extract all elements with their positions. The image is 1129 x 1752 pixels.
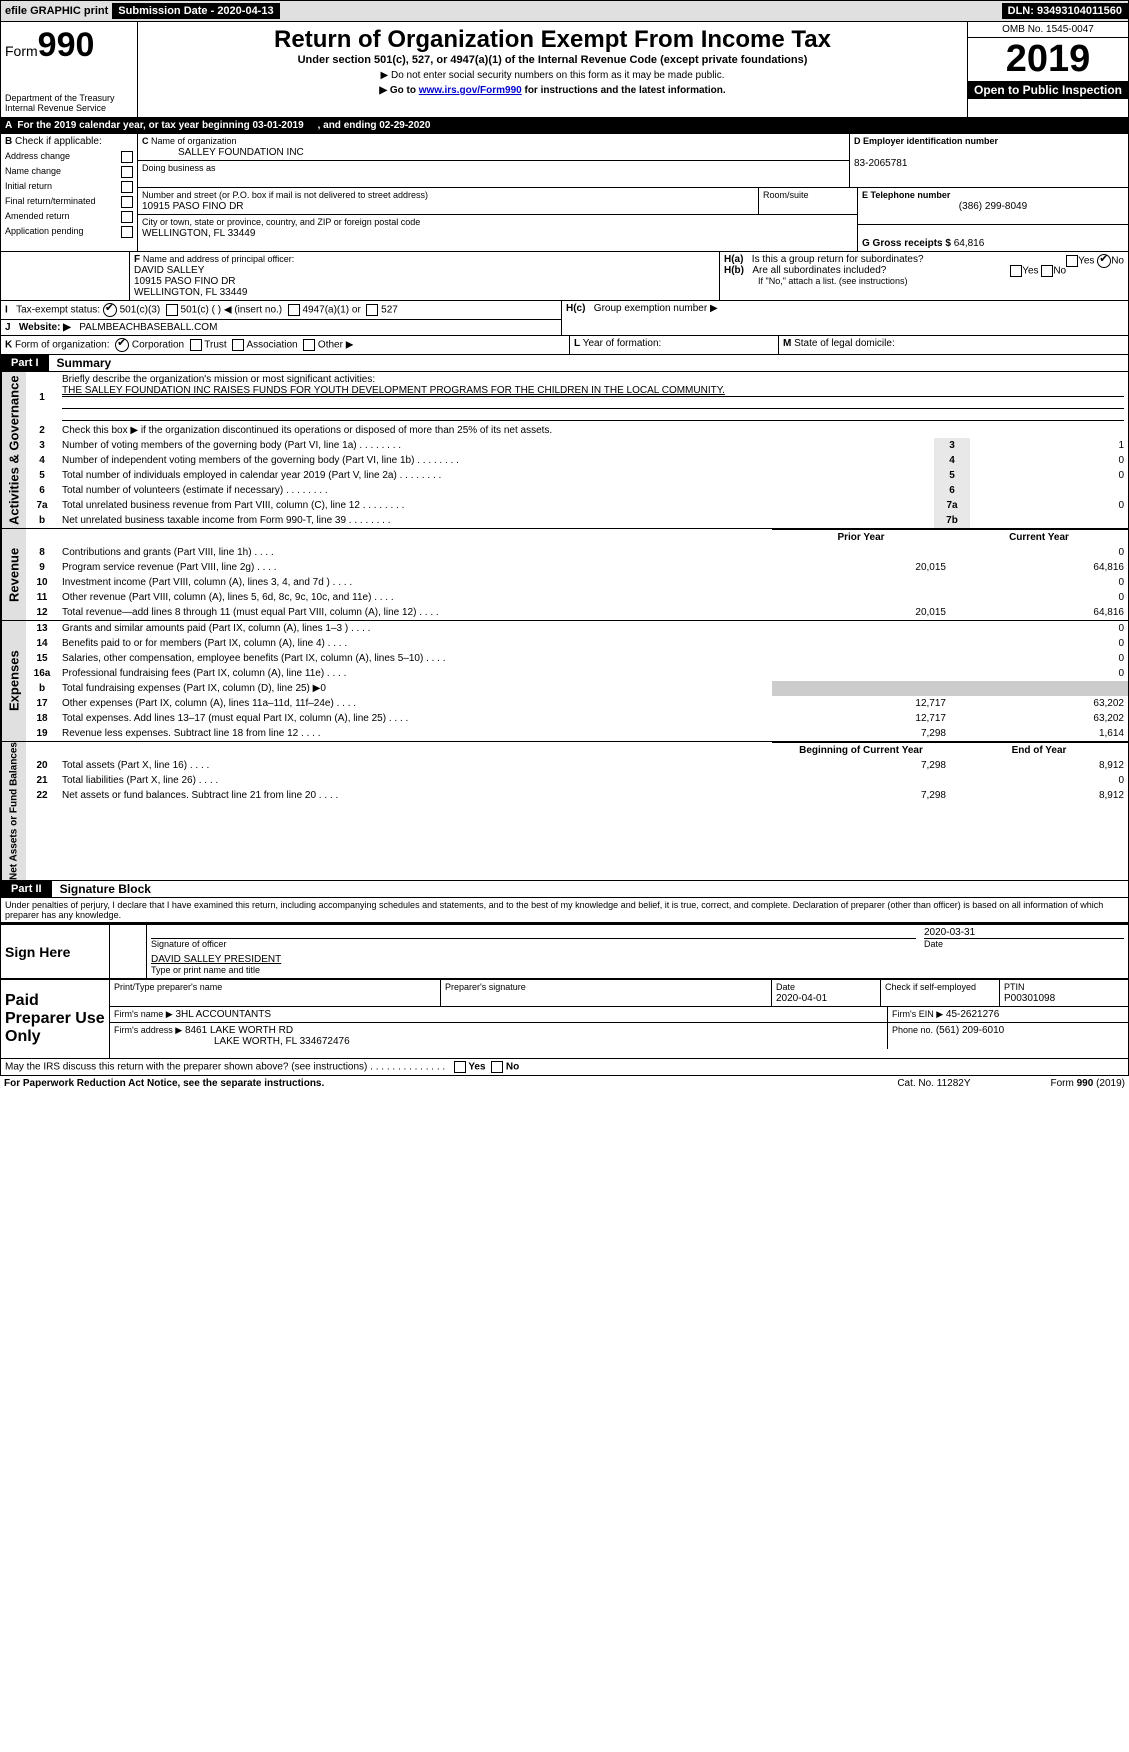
website: PALMBEACHBASEBALL.COM <box>79 322 217 333</box>
dept-treasury: Department of the Treasury Internal Reve… <box>5 93 133 113</box>
firm-name: 3HL ACCOUNTANTS <box>175 1009 271 1020</box>
prep-date: 2020-04-01 <box>776 993 827 1004</box>
sidebar-governance: Activities & Governance <box>1 372 26 528</box>
firm-name-label: Firm's name ▶ <box>114 1009 173 1019</box>
paperwork-notice: For Paperwork Reduction Act Notice, see … <box>4 1078 324 1089</box>
beginning-year-header: Beginning of Current Year <box>772 743 950 759</box>
phone-label: E Telephone number <box>862 190 950 200</box>
org-name-label: Name of organization <box>151 136 237 146</box>
current-year-header: Current Year <box>950 530 1128 546</box>
omb-number: OMB No. 1545-0047 <box>968 22 1128 38</box>
form-title: Return of Organization Exempt From Incom… <box>142 26 963 54</box>
state-domicile-label: State of legal domicile: <box>794 338 895 349</box>
officer-addr2: WELLINGTON, FL 33449 <box>134 287 247 298</box>
ssn-notice: ▶ Do not enter social security numbers o… <box>142 70 963 81</box>
cat-no: Cat. No. 11282Y <box>897 1078 970 1089</box>
preparer-sig-label: Preparer's signature <box>441 980 772 1006</box>
year-formation-label: Year of formation: <box>583 338 662 349</box>
sidebar-net: Net Assets or Fund Balances <box>1 742 26 880</box>
firm-phone: (561) 209-6010 <box>936 1025 1004 1036</box>
expenses-block: Expenses 13Grants and similar amounts pa… <box>0 621 1129 742</box>
form-header: Form990 Department of the Treasury Inter… <box>0 22 1129 118</box>
line2-label: Check this box ▶ if the organization dis… <box>58 423 1128 438</box>
section-k-l-m: K Form of organization: Corporation Trus… <box>0 336 1129 355</box>
section-i-j-hc: I Tax-exempt status: 501(c)(3) 501(c) ( … <box>0 301 1129 336</box>
ein-value: 83-2065781 <box>854 158 907 169</box>
officer-addr1: 10915 PASO FINO DR <box>134 276 236 287</box>
hb-label: Are all subordinates included? <box>752 265 886 276</box>
efile-header: efile GRAPHIC print Submission Date - 20… <box>0 0 1129 22</box>
line-j: J Website: ▶ PALMBEACHBASEBALL.COM <box>1 320 561 335</box>
city: WELLINGTON, FL 33449 <box>142 228 255 239</box>
sign-here-block: Sign Here Signature of officer 2020-03-3… <box>0 923 1129 979</box>
mission-text: THE SALLEY FOUNDATION INC RAISES FUNDS F… <box>62 385 725 396</box>
perjury-statement: Under penalties of perjury, I declare th… <box>0 898 1129 923</box>
ptin-value: P00301098 <box>1004 993 1055 1004</box>
sidebar-expenses: Expenses <box>1 621 26 741</box>
page-footer: For Paperwork Reduction Act Notice, see … <box>0 1076 1129 1091</box>
part2-header: Part IISignature Block <box>0 881 1129 898</box>
revenue-block: Revenue Prior YearCurrent Year 8Contribu… <box>0 529 1129 621</box>
open-inspection: Open to Public Inspection <box>968 81 1128 99</box>
irs-link[interactable]: www.irs.gov/Form990 <box>419 85 522 96</box>
gross-receipts-label: G Gross receipts $ <box>862 238 951 249</box>
sig-officer-label: Signature of officer <box>151 939 226 949</box>
firm-phone-label: Phone no. <box>892 1025 933 1035</box>
goto-link-line: ▶ Go to www.irs.gov/Form990 for instruct… <box>142 85 963 96</box>
form-number: Form990 <box>5 26 133 65</box>
check-if-applicable: Check if applicable: <box>15 136 102 147</box>
firm-addr2: LAKE WORTH, FL 334672476 <box>114 1036 350 1047</box>
firm-ein: 45-2621276 <box>946 1009 999 1020</box>
gross-receipts: 64,816 <box>954 238 985 249</box>
ha-label: Is this a group return for subordinates? <box>752 254 924 265</box>
city-label: City or town, state or province, country… <box>142 217 420 227</box>
sig-name: DAVID SALLEY PRESIDENT <box>151 954 281 965</box>
line-i: I Tax-exempt status: 501(c)(3) 501(c) ( … <box>1 301 561 320</box>
part1-header: Part ISummary <box>0 355 1129 372</box>
preparer-name-label: Print/Type preparer's name <box>110 980 441 1006</box>
street: 10915 PASO FINO DR <box>142 201 244 212</box>
sidebar-revenue: Revenue <box>1 529 26 620</box>
self-employed-check: Check if self-employed <box>881 980 1000 1006</box>
ein-label: D Employer identification number <box>854 136 998 146</box>
paid-preparer-block: Paid Preparer Use Only Print/Type prepar… <box>0 979 1129 1059</box>
line-a: A For the 2019 calendar year, or tax yea… <box>0 118 1129 134</box>
governance-block: Activities & Governance 1Briefly describ… <box>0 372 1129 529</box>
firm-ein-label: Firm's EIN ▶ <box>892 1009 943 1019</box>
tax-year: 2019 <box>968 38 1128 81</box>
firm-addr-label: Firm's address ▶ <box>114 1025 182 1035</box>
street-label: Number and street (or P.O. box if mail i… <box>142 190 428 200</box>
prior-year-header: Prior Year <box>772 530 950 546</box>
prep-date-label: Date <box>776 982 795 992</box>
line-k: K Form of organization: Corporation Trus… <box>1 336 570 354</box>
ptin-label: PTIN <box>1004 982 1025 992</box>
firm-addr1: 8461 LAKE WORTH RD <box>185 1025 293 1036</box>
efile-label: efile GRAPHIC print <box>1 5 112 17</box>
line1-label: Briefly describe the organization's miss… <box>62 374 375 385</box>
end-year-header: End of Year <box>950 743 1128 759</box>
section-f-h: F Name and address of principal officer:… <box>0 252 1129 301</box>
hb-note: If "No," attach a list. (see instruction… <box>724 276 1124 286</box>
officer-name: DAVID SALLEY <box>134 265 204 276</box>
sign-here-label: Sign Here <box>1 925 110 978</box>
form-ref: Form 990 (2019) <box>1051 1078 1125 1089</box>
sig-date-label: Date <box>924 939 943 949</box>
org-name: SALLEY FOUNDATION INC <box>142 147 304 158</box>
officer-label: Name and address of principal officer: <box>143 254 294 264</box>
sig-date: 2020-03-31 <box>924 927 975 938</box>
net-assets-block: Net Assets or Fund Balances Beginning of… <box>0 742 1129 881</box>
sig-name-label: Type or print name and title <box>151 965 260 975</box>
section-b-to-g: B Check if applicable: Address change Na… <box>0 134 1129 252</box>
submission-date: Submission Date - 2020-04-13 <box>112 3 279 19</box>
discuss-line: May the IRS discuss this return with the… <box>0 1059 1129 1076</box>
form-subtitle: Under section 501(c), 527, or 4947(a)(1)… <box>142 54 963 66</box>
phone: (386) 299-8049 <box>862 201 1124 212</box>
paid-preparer-label: Paid Preparer Use Only <box>1 980 110 1058</box>
room-label: Room/suite <box>763 190 809 200</box>
hc-label: Group exemption number ▶ <box>594 303 718 314</box>
dln: DLN: 93493104011560 <box>1002 3 1128 19</box>
dba-label: Doing business as <box>142 163 216 173</box>
